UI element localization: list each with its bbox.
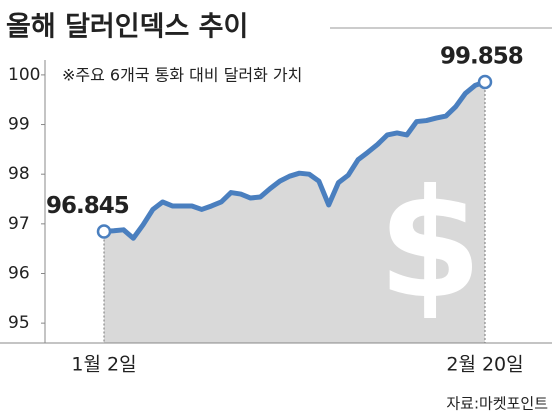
y-tick-label: 95 [8,313,30,333]
value-label: 99.858 [440,43,523,69]
line [103,79,486,241]
source: 자료:마켓포인트 [446,395,548,413]
end-point [477,74,493,90]
background-symbol: $ [378,158,482,332]
area [104,81,485,343]
y-tick-label: 99 [8,115,30,135]
x-tick-label: 2월 20일 [446,354,523,376]
chart-title: 올해 달러인덱스 추이 [6,12,248,43]
chart-subtitle: ※주요 6개국 통화 대비 달러화 가치 [62,66,302,85]
y-tick-label: 97 [8,214,30,234]
y-tick-label: 98 [8,164,30,184]
value-label: 96.845 [46,193,129,219]
x-tick-label: 1월 2일 [71,354,136,376]
y-tick-label: 100 [8,65,40,85]
y-tick-label: 96 [8,263,30,283]
end-point [96,224,112,239]
